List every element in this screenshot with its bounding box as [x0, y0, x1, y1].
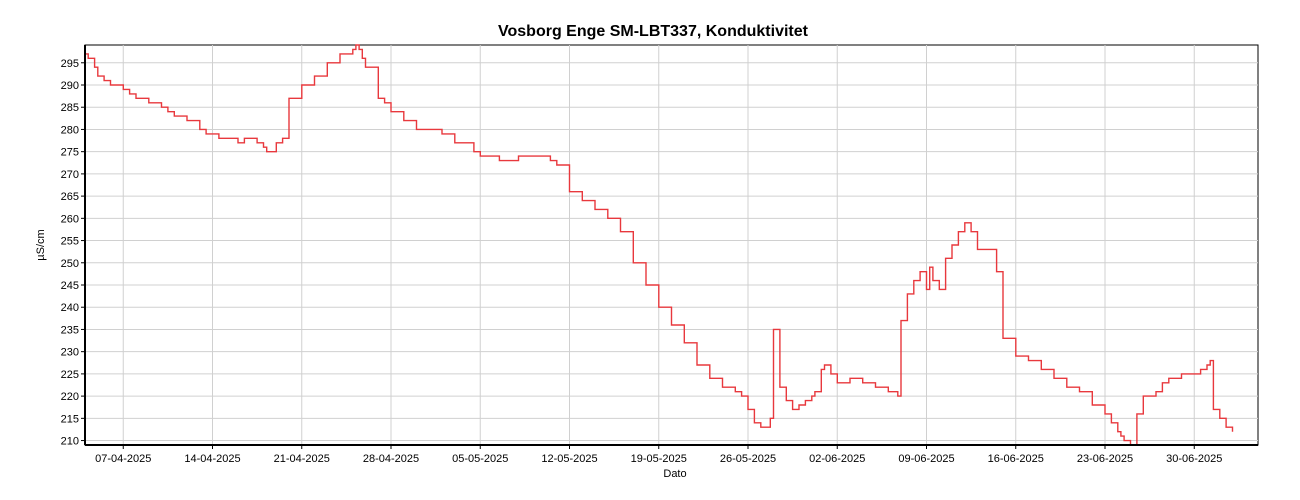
y-tick-label: 240: [61, 302, 79, 314]
series-layer: [85, 44, 1234, 446]
x-tick-label: 26-05-2025: [720, 453, 776, 465]
y-tick-label: 215: [61, 413, 79, 425]
y-axis-ticks: 210 215 220 225 230 235 240 245 250 255 260 265 270 2…: [61, 58, 85, 448]
series-line: [85, 44, 1234, 446]
y-tick-label: 265: [61, 191, 79, 203]
y-tick-label: 245: [61, 280, 79, 292]
x-tick-label: 14-04-2025: [184, 453, 240, 465]
y-tick-label: 210: [61, 436, 79, 448]
x-tick-label: 28-04-2025: [363, 453, 419, 465]
axes: [84, 45, 1258, 446]
x-axis-ticks: 07-04-2025 14-04-2025 21-04-2025 28-04-2025…: [95, 445, 1222, 465]
x-tick-label: 02-06-2025: [809, 453, 865, 465]
y-tick-label: 285: [61, 102, 79, 114]
y-tick-label: 275: [61, 147, 79, 159]
x-tick-label: 09-06-2025: [898, 453, 954, 465]
x-tick-label: 23-06-2025: [1077, 453, 1133, 465]
y-tick-label: 295: [61, 58, 79, 70]
y-tick-label: 230: [61, 347, 79, 359]
y-tick-label: 255: [61, 236, 79, 248]
y-tick-label: 260: [61, 213, 79, 225]
grid: [85, 45, 1258, 445]
x-tick-label: 16-06-2025: [988, 453, 1044, 465]
y-tick-label: 220: [61, 391, 79, 403]
y-tick-label: 280: [61, 124, 79, 136]
y-tick-label: 290: [61, 80, 79, 92]
plot-area: [84, 44, 1259, 446]
y-tick-label: 270: [61, 169, 79, 181]
x-tick-label: 05-05-2025: [452, 453, 508, 465]
y-tick-label: 235: [61, 324, 79, 336]
x-tick-label: 07-04-2025: [95, 453, 151, 465]
y-axis-label: µS/cm: [35, 229, 47, 260]
y-tick-label: 225: [61, 369, 79, 381]
y-tick-label: 250: [61, 258, 79, 270]
chart-title: Vosborg Enge SM-LBT337, Konduktivitet: [498, 23, 809, 40]
x-tick-label: 21-04-2025: [274, 453, 330, 465]
x-tick-label: 19-05-2025: [631, 453, 687, 465]
x-axis-label: Dato: [663, 468, 686, 480]
x-tick-label: 30-06-2025: [1166, 453, 1222, 465]
x-tick-label: 12-05-2025: [541, 453, 597, 465]
